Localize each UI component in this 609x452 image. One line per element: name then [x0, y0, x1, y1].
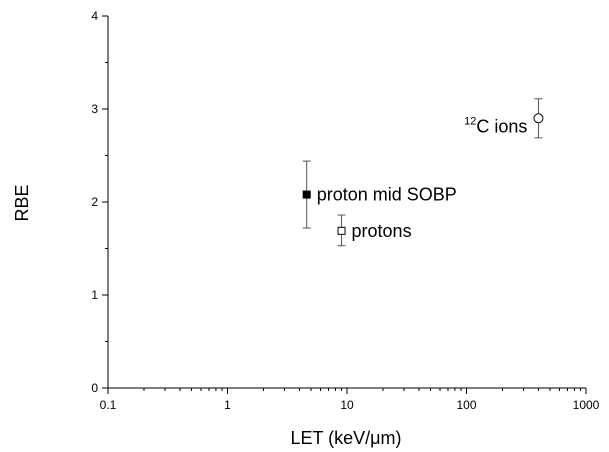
data-point-marker: [302, 190, 311, 199]
x-tick-label: 100: [456, 398, 476, 412]
y-axis-label: RBE: [12, 184, 32, 221]
data-point-marker: [337, 226, 346, 235]
x-tick-label: 1: [224, 398, 231, 412]
y-tick-label: 4: [91, 9, 98, 23]
x-tick-label: 10: [340, 398, 354, 412]
y-tick-label: 0: [91, 381, 98, 395]
point-label-text: C ions: [476, 116, 527, 136]
x-tick-label: 0.1: [100, 398, 117, 412]
y-tick-label: 3: [91, 102, 98, 116]
point-label: proton mid SOBP: [317, 185, 457, 205]
data-point-marker: [533, 113, 544, 124]
point-label: protons: [352, 221, 412, 241]
point-label: 12C ions: [464, 115, 527, 136]
y-tick-label: 1: [91, 288, 98, 302]
y-tick-label: 2: [91, 195, 98, 209]
data-points: proton mid SOBP protons 12C ions: [302, 98, 544, 247]
x-axis-label: LET (keV/μm): [290, 428, 401, 448]
x-tick-label: 1000: [573, 398, 600, 412]
point-label-superscript: 12: [464, 115, 476, 127]
